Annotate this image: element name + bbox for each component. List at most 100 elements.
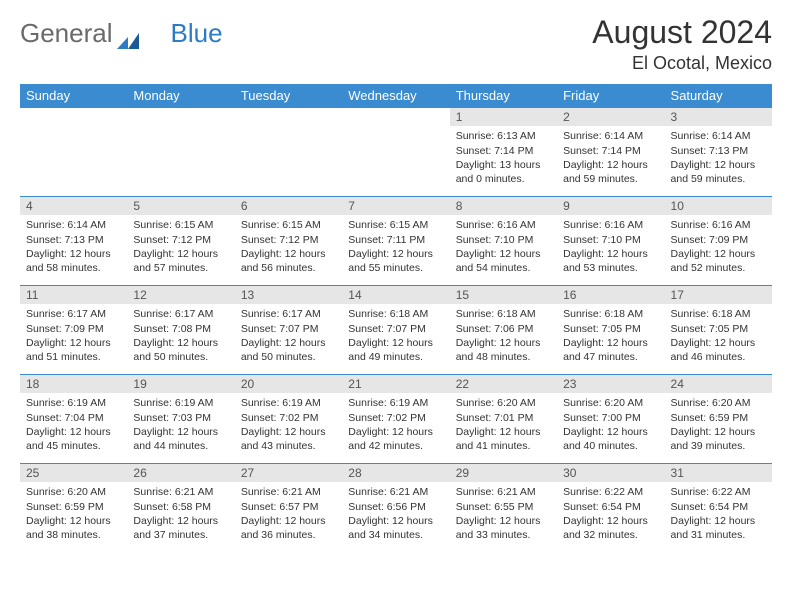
day-content: Sunrise: 6:15 AMSunset: 7:12 PMDaylight:… bbox=[235, 215, 342, 278]
day-number: 22 bbox=[450, 375, 557, 393]
sunset-text: Sunset: 6:57 PM bbox=[241, 500, 336, 514]
calendar-day-cell: 18Sunrise: 6:19 AMSunset: 7:04 PMDayligh… bbox=[20, 375, 127, 464]
col-header: Thursday bbox=[450, 84, 557, 108]
sunrise-text: Sunrise: 6:22 AM bbox=[563, 485, 658, 499]
sunrise-text: Sunrise: 6:15 AM bbox=[241, 218, 336, 232]
day-number: 6 bbox=[235, 197, 342, 215]
calendar-day-cell: 3Sunrise: 6:14 AMSunset: 7:13 PMDaylight… bbox=[665, 108, 772, 197]
calendar-day-cell bbox=[127, 108, 234, 197]
day-content: Sunrise: 6:15 AMSunset: 7:12 PMDaylight:… bbox=[127, 215, 234, 278]
calendar-day-cell: 23Sunrise: 6:20 AMSunset: 7:00 PMDayligh… bbox=[557, 375, 664, 464]
day-number: 14 bbox=[342, 286, 449, 304]
sunset-text: Sunset: 7:05 PM bbox=[563, 322, 658, 336]
sunrise-text: Sunrise: 6:14 AM bbox=[671, 129, 766, 143]
day-content bbox=[342, 126, 449, 132]
day-content: Sunrise: 6:20 AMSunset: 6:59 PMDaylight:… bbox=[665, 393, 772, 456]
daylight-text: Daylight: 12 hours and 32 minutes. bbox=[563, 514, 658, 542]
sunset-text: Sunset: 6:59 PM bbox=[26, 500, 121, 514]
sunset-text: Sunset: 7:12 PM bbox=[133, 233, 228, 247]
sunrise-text: Sunrise: 6:19 AM bbox=[241, 396, 336, 410]
day-number bbox=[127, 108, 234, 126]
day-number: 10 bbox=[665, 197, 772, 215]
calendar-day-cell: 7Sunrise: 6:15 AMSunset: 7:11 PMDaylight… bbox=[342, 197, 449, 286]
daylight-text: Daylight: 12 hours and 57 minutes. bbox=[133, 247, 228, 275]
day-number: 21 bbox=[342, 375, 449, 393]
sunrise-text: Sunrise: 6:15 AM bbox=[133, 218, 228, 232]
day-number: 31 bbox=[665, 464, 772, 482]
calendar-day-cell: 1Sunrise: 6:13 AMSunset: 7:14 PMDaylight… bbox=[450, 108, 557, 197]
sunset-text: Sunset: 7:00 PM bbox=[563, 411, 658, 425]
day-number: 4 bbox=[20, 197, 127, 215]
day-number: 18 bbox=[20, 375, 127, 393]
day-content: Sunrise: 6:17 AMSunset: 7:07 PMDaylight:… bbox=[235, 304, 342, 367]
sunrise-text: Sunrise: 6:21 AM bbox=[241, 485, 336, 499]
calendar-week-row: 4Sunrise: 6:14 AMSunset: 7:13 PMDaylight… bbox=[20, 197, 772, 286]
day-number bbox=[20, 108, 127, 126]
calendar-day-cell: 10Sunrise: 6:16 AMSunset: 7:09 PMDayligh… bbox=[665, 197, 772, 286]
calendar-day-cell: 16Sunrise: 6:18 AMSunset: 7:05 PMDayligh… bbox=[557, 286, 664, 375]
daylight-text: Daylight: 12 hours and 43 minutes. bbox=[241, 425, 336, 453]
daylight-text: Daylight: 13 hours and 0 minutes. bbox=[456, 158, 551, 186]
daylight-text: Daylight: 12 hours and 51 minutes. bbox=[26, 336, 121, 364]
day-number: 28 bbox=[342, 464, 449, 482]
day-number: 24 bbox=[665, 375, 772, 393]
calendar-day-cell: 4Sunrise: 6:14 AMSunset: 7:13 PMDaylight… bbox=[20, 197, 127, 286]
calendar-day-cell: 2Sunrise: 6:14 AMSunset: 7:14 PMDaylight… bbox=[557, 108, 664, 197]
calendar-day-cell bbox=[235, 108, 342, 197]
calendar-day-cell: 17Sunrise: 6:18 AMSunset: 7:05 PMDayligh… bbox=[665, 286, 772, 375]
day-number: 17 bbox=[665, 286, 772, 304]
sunrise-text: Sunrise: 6:19 AM bbox=[133, 396, 228, 410]
day-content: Sunrise: 6:16 AMSunset: 7:09 PMDaylight:… bbox=[665, 215, 772, 278]
sunrise-text: Sunrise: 6:21 AM bbox=[456, 485, 551, 499]
calendar-day-cell: 12Sunrise: 6:17 AMSunset: 7:08 PMDayligh… bbox=[127, 286, 234, 375]
calendar-day-cell: 29Sunrise: 6:21 AMSunset: 6:55 PMDayligh… bbox=[450, 464, 557, 553]
day-number: 13 bbox=[235, 286, 342, 304]
day-content: Sunrise: 6:17 AMSunset: 7:09 PMDaylight:… bbox=[20, 304, 127, 367]
sunset-text: Sunset: 7:10 PM bbox=[563, 233, 658, 247]
calendar-day-cell: 21Sunrise: 6:19 AMSunset: 7:02 PMDayligh… bbox=[342, 375, 449, 464]
daylight-text: Daylight: 12 hours and 59 minutes. bbox=[563, 158, 658, 186]
day-number: 2 bbox=[557, 108, 664, 126]
calendar-header-row: Sunday Monday Tuesday Wednesday Thursday… bbox=[20, 84, 772, 108]
sunrise-text: Sunrise: 6:17 AM bbox=[26, 307, 121, 321]
day-content: Sunrise: 6:19 AMSunset: 7:04 PMDaylight:… bbox=[20, 393, 127, 456]
day-content: Sunrise: 6:18 AMSunset: 7:05 PMDaylight:… bbox=[557, 304, 664, 367]
day-content: Sunrise: 6:13 AMSunset: 7:14 PMDaylight:… bbox=[450, 126, 557, 189]
day-number bbox=[342, 108, 449, 126]
sunset-text: Sunset: 7:14 PM bbox=[563, 144, 658, 158]
day-content: Sunrise: 6:18 AMSunset: 7:07 PMDaylight:… bbox=[342, 304, 449, 367]
sunset-text: Sunset: 6:55 PM bbox=[456, 500, 551, 514]
day-number bbox=[235, 108, 342, 126]
daylight-text: Daylight: 12 hours and 40 minutes. bbox=[563, 425, 658, 453]
day-number: 23 bbox=[557, 375, 664, 393]
daylight-text: Daylight: 12 hours and 37 minutes. bbox=[133, 514, 228, 542]
calendar-day-cell: 13Sunrise: 6:17 AMSunset: 7:07 PMDayligh… bbox=[235, 286, 342, 375]
day-content bbox=[235, 126, 342, 132]
triangle-icon bbox=[117, 25, 139, 41]
sunset-text: Sunset: 6:56 PM bbox=[348, 500, 443, 514]
day-content bbox=[20, 126, 127, 132]
sunrise-text: Sunrise: 6:15 AM bbox=[348, 218, 443, 232]
day-content bbox=[127, 126, 234, 132]
brand-logo: General Blue bbox=[20, 14, 223, 49]
day-content: Sunrise: 6:18 AMSunset: 7:05 PMDaylight:… bbox=[665, 304, 772, 367]
day-content: Sunrise: 6:22 AMSunset: 6:54 PMDaylight:… bbox=[665, 482, 772, 545]
day-number: 19 bbox=[127, 375, 234, 393]
calendar-table: Sunday Monday Tuesday Wednesday Thursday… bbox=[20, 84, 772, 553]
sunset-text: Sunset: 7:04 PM bbox=[26, 411, 121, 425]
day-content: Sunrise: 6:19 AMSunset: 7:02 PMDaylight:… bbox=[342, 393, 449, 456]
day-number: 5 bbox=[127, 197, 234, 215]
sunrise-text: Sunrise: 6:20 AM bbox=[26, 485, 121, 499]
sunset-text: Sunset: 7:01 PM bbox=[456, 411, 551, 425]
day-content: Sunrise: 6:21 AMSunset: 6:56 PMDaylight:… bbox=[342, 482, 449, 545]
daylight-text: Daylight: 12 hours and 50 minutes. bbox=[133, 336, 228, 364]
sunset-text: Sunset: 7:03 PM bbox=[133, 411, 228, 425]
day-content: Sunrise: 6:19 AMSunset: 7:03 PMDaylight:… bbox=[127, 393, 234, 456]
daylight-text: Daylight: 12 hours and 33 minutes. bbox=[456, 514, 551, 542]
day-content: Sunrise: 6:21 AMSunset: 6:58 PMDaylight:… bbox=[127, 482, 234, 545]
calendar-day-cell: 22Sunrise: 6:20 AMSunset: 7:01 PMDayligh… bbox=[450, 375, 557, 464]
sunrise-text: Sunrise: 6:18 AM bbox=[456, 307, 551, 321]
daylight-text: Daylight: 12 hours and 48 minutes. bbox=[456, 336, 551, 364]
calendar-day-cell: 28Sunrise: 6:21 AMSunset: 6:56 PMDayligh… bbox=[342, 464, 449, 553]
sunset-text: Sunset: 7:02 PM bbox=[348, 411, 443, 425]
